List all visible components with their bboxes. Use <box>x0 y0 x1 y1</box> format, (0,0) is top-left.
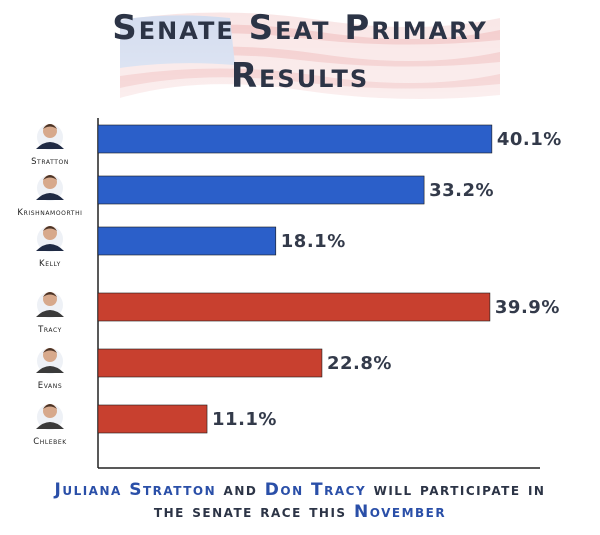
footer-line2-text: the senate race this <box>153 502 354 522</box>
bar-stratton <box>97 124 493 154</box>
value-label: 18.1% <box>281 231 346 252</box>
bar-evans <box>97 348 323 378</box>
candidate-avatar <box>36 226 64 252</box>
chart-title-line2: Results <box>230 56 370 96</box>
candidate-name-label: Stratton <box>31 157 69 167</box>
value-label: 33.2% <box>429 180 494 201</box>
candidate-name-label: Chlebek <box>33 437 67 447</box>
candidate-avatar <box>36 348 64 374</box>
value-label: 22.8% <box>327 353 392 374</box>
candidate-name-label: Kelly <box>39 259 61 269</box>
footer-month: November <box>353 502 447 522</box>
candidate-name-label: Tracy <box>37 325 62 335</box>
candidate-avatar <box>36 292 64 318</box>
candidate-avatar <box>36 124 64 150</box>
footer-line2: the senate race this November <box>0 502 600 522</box>
value-label: 40.1% <box>497 129 562 150</box>
bar-krishnamoorthi <box>97 175 425 205</box>
candidate-name-label: Krishnamoorthi <box>17 208 82 218</box>
bar-tracy <box>97 292 491 322</box>
candidate-avatar <box>36 175 64 201</box>
bar-chart: 40.1% Stratton 33.2% Krishnamoorthi 18.1% Kel… <box>17 118 562 469</box>
candidate-avatar <box>36 404 64 430</box>
footer-and: and <box>216 480 265 500</box>
footer-rest1: will participate in <box>366 480 546 500</box>
footer-name2: Don Tracy <box>264 480 367 500</box>
bar-kelly <box>97 226 277 256</box>
bar-chlebek <box>97 404 208 434</box>
value-label: 11.1% <box>212 409 277 430</box>
flag-background <box>100 10 500 105</box>
candidate-name-label: Evans <box>38 381 63 391</box>
footer-name1: Juliana Stratton <box>54 480 217 500</box>
footer-line1: Juliana Stratton and Don Tracy will part… <box>0 480 600 500</box>
value-label: 39.9% <box>495 297 560 318</box>
chart-title-line1: Senate Seat Primary <box>112 8 488 48</box>
